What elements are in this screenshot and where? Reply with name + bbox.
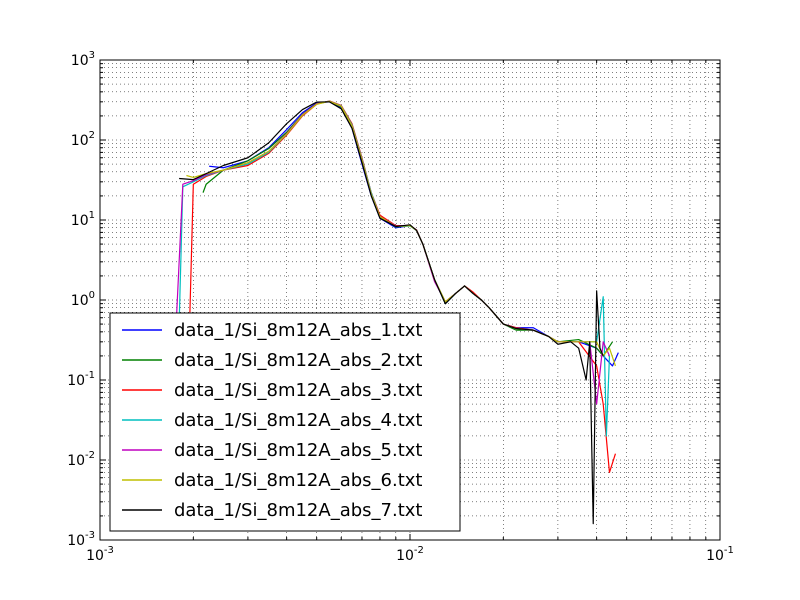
legend-label-3: data_1/Si_8m12A_abs_3.txt [174, 380, 422, 401]
x-tick-label: 10-3 [86, 545, 114, 564]
data-series [174, 100, 619, 525]
y-tick-label: 101 [71, 210, 95, 229]
legend-label-2: data_1/Si_8m12A_abs_2.txt [174, 350, 422, 371]
x-tick-label: 10-2 [396, 545, 424, 564]
y-tick-label: 103 [71, 50, 95, 69]
grid-lines [100, 60, 720, 540]
y-tick-label: 10-3 [67, 530, 95, 549]
legend-box [109, 312, 461, 532]
legend-label-1: data_1/Si_8m12A_abs_1.txt [174, 320, 422, 341]
legend-label-5: data_1/Si_8m12A_abs_5.txt [174, 440, 422, 461]
legend-label-4: data_1/Si_8m12A_abs_4.txt [174, 410, 422, 431]
y-tick-label: 10-2 [67, 450, 95, 469]
y-tick-label: 10-1 [67, 370, 95, 389]
plot-frame [99, 59, 721, 541]
x-axis-tick-labels: 10-3 10-2 10-1 [86, 545, 734, 564]
y-axis-tick-labels: 10-3 10-2 10-1 100 101 102 103 [67, 50, 95, 549]
y-tick-label: 100 [71, 290, 95, 309]
x-tick-label: 10-1 [706, 545, 734, 564]
legend-label-7: data_1/Si_8m12A_abs_7.txt [174, 500, 422, 521]
series-line-7 [179, 101, 604, 525]
y-tick-label: 102 [71, 130, 95, 149]
legend-label-6: data_1/Si_8m12A_abs_6.txt [174, 470, 422, 491]
legend: data_1/Si_8m12A_abs_1.txt data_1/Si_8m12A… [109, 312, 461, 532]
